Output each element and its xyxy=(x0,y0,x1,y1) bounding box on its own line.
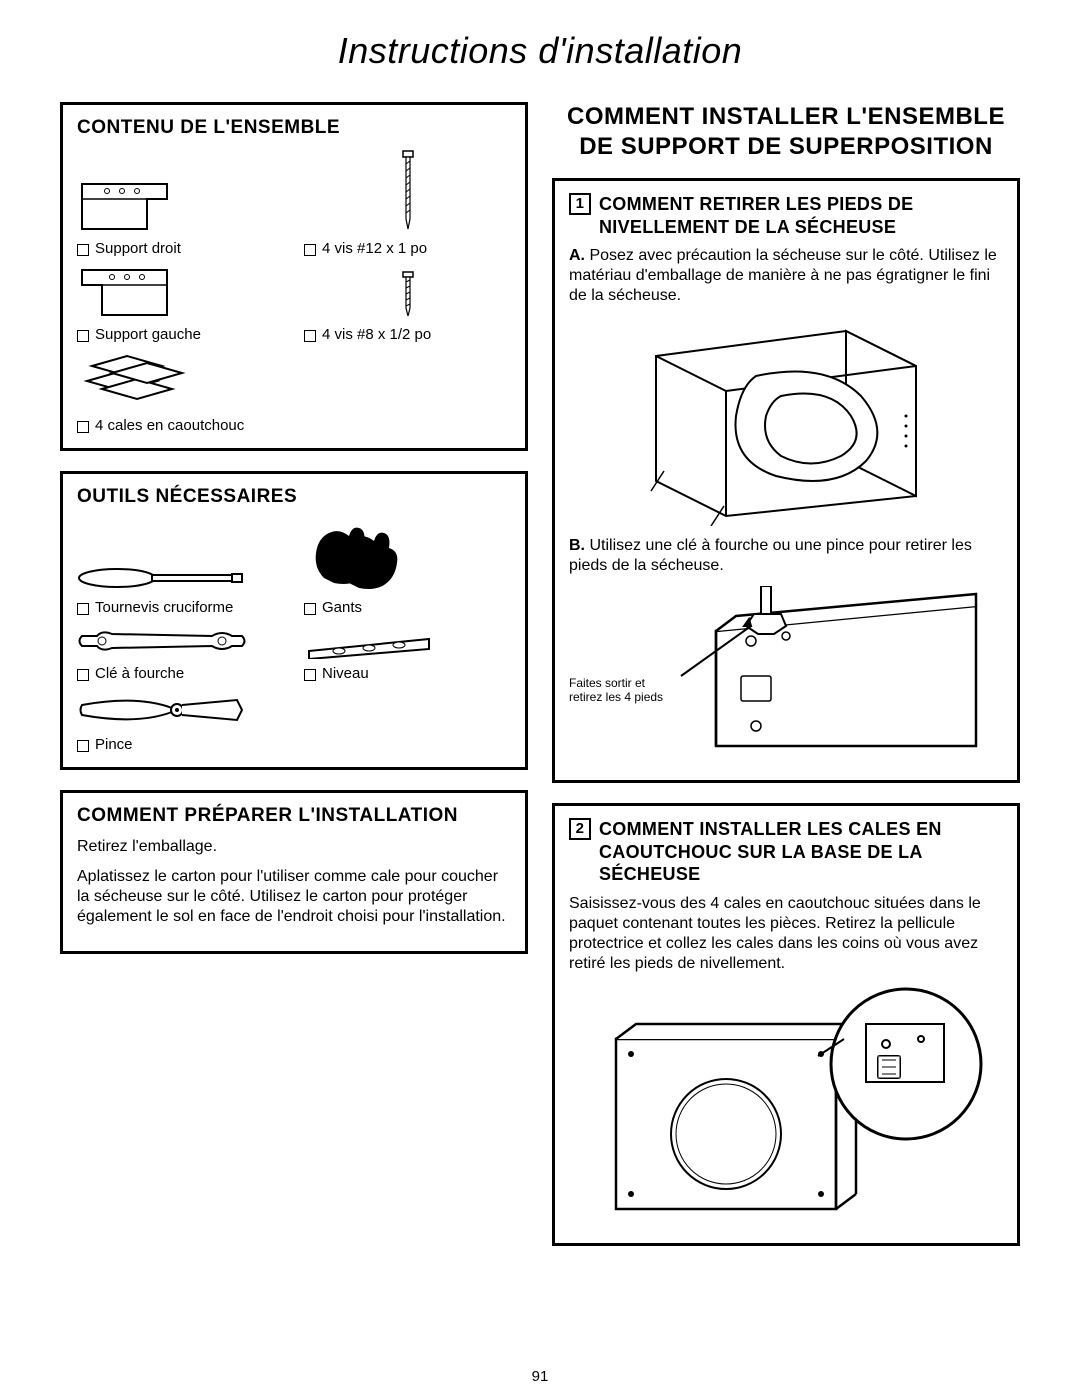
label-wrench: Clé à fourche xyxy=(95,665,184,682)
label-vis-12: 4 vis #12 x 1 po xyxy=(322,240,427,257)
install-main-heading: COMMENT INSTALLER L'ENSEMBLE DE SUPPORT … xyxy=(552,102,1020,162)
step1-a-label: A. xyxy=(569,247,585,264)
wrench-icon xyxy=(77,624,247,659)
label-support-droit: Support droit xyxy=(95,240,181,257)
box-prep: COMMENT PRÉPARER L'INSTALLATION Retirez … xyxy=(60,790,528,954)
right-column: COMMENT INSTALLER L'ENSEMBLE DE SUPPORT … xyxy=(552,102,1020,1266)
screwdriver-icon xyxy=(77,563,247,593)
label-pliers: Pince xyxy=(95,736,133,753)
label-support-gauche: Support gauche xyxy=(95,326,201,343)
step2-p: Saisissez-vous des 4 cales en caoutchouc… xyxy=(569,894,1003,974)
screw-small-icon xyxy=(395,270,421,320)
install-pads-icon xyxy=(586,984,986,1219)
step2-heading: 2 COMMENT INSTALLER LES CALES EN CAOUTCH… xyxy=(569,818,1003,886)
pliers-icon xyxy=(77,690,247,730)
item-gloves: Gants xyxy=(304,518,511,616)
contents-title: CONTENU DE L'ENSEMBLE xyxy=(77,117,511,139)
step-number-1: 1 xyxy=(569,193,591,215)
two-column-layout: CONTENU DE L'ENSEMBLE Support droit xyxy=(60,102,1020,1266)
item-wrench: Clé à fourche xyxy=(77,624,284,682)
level-icon xyxy=(304,631,434,659)
label-level: Niveau xyxy=(322,665,369,682)
bracket-right-icon xyxy=(77,179,187,234)
step1-a: A. Posez avec précaution la sécheuse sur… xyxy=(569,246,1003,306)
checkbox-icon xyxy=(304,669,316,681)
box-step-1: 1 COMMENT RETIRER LES PIEDS DE NIVELLEME… xyxy=(552,178,1020,783)
item-level: Niveau xyxy=(304,631,511,682)
checkbox-icon xyxy=(304,603,316,615)
step1-title: COMMENT RETIRER LES PIEDS DE NIVELLEMENT… xyxy=(599,193,1003,238)
label-vis-8: 4 vis #8 x 1/2 po xyxy=(322,326,431,343)
box-contents: CONTENU DE L'ENSEMBLE Support droit xyxy=(60,102,528,451)
checkbox-icon xyxy=(77,603,89,615)
step1-b: B. Utilisez une clé à fourche ou une pin… xyxy=(569,536,1003,576)
label-screwdriver: Tournevis cruciforme xyxy=(95,599,233,616)
checkbox-icon xyxy=(77,244,89,256)
left-column: CONTENU DE L'ENSEMBLE Support droit xyxy=(60,102,528,1266)
item-screwdriver: Tournevis cruciforme xyxy=(77,563,284,616)
label-cales: 4 cales en caoutchouc xyxy=(95,417,244,434)
item-support-gauche: Support gauche xyxy=(77,265,284,343)
page-title: Instructions d'installation xyxy=(60,30,1020,72)
step2-title: COMMENT INSTALLER LES CALES EN CAOUTCHOU… xyxy=(599,818,1003,886)
prep-p1: Retirez l'emballage. xyxy=(77,837,511,857)
checkbox-icon xyxy=(77,669,89,681)
checkbox-icon xyxy=(77,421,89,433)
dryer-on-side-icon xyxy=(616,316,956,526)
step1-heading: 1 COMMENT RETIRER LES PIEDS DE NIVELLEME… xyxy=(569,193,1003,238)
screw-large-icon xyxy=(393,149,423,234)
checkbox-icon xyxy=(77,330,89,342)
label-gloves: Gants xyxy=(322,599,362,616)
bracket-left-icon xyxy=(77,265,187,320)
rubber-pads-icon xyxy=(77,351,187,411)
step1-b-text: Utilisez une clé à fourche ou une pince … xyxy=(569,537,972,574)
checkbox-icon xyxy=(77,740,89,752)
step1-a-text: Posez avec précaution la sécheuse sur le… xyxy=(569,247,997,304)
prep-title: COMMENT PRÉPARER L'INSTALLATION xyxy=(77,805,511,827)
item-vis-12: 4 vis #12 x 1 po xyxy=(304,149,511,257)
box-step-2: 2 COMMENT INSTALLER LES CALES EN CAOUTCH… xyxy=(552,803,1020,1246)
gloves-icon xyxy=(304,518,404,593)
item-pliers: Pince xyxy=(77,690,284,753)
prep-p2: Aplatissez le carton pour l'utiliser com… xyxy=(77,867,511,927)
item-support-droit: Support droit xyxy=(77,179,284,257)
step1-callout: Faites sortir et retirez les 4 pieds xyxy=(569,676,679,705)
checkbox-icon xyxy=(304,330,316,342)
tools-title: OUTILS NÉCESSAIRES xyxy=(77,486,511,508)
box-tools: OUTILS NÉCESSAIRES Tournevis cruciforme xyxy=(60,471,528,770)
remove-feet-icon xyxy=(586,586,986,756)
page-number: 91 xyxy=(0,1368,1080,1385)
step1-b-label: B. xyxy=(569,537,585,554)
item-cales: 4 cales en caoutchouc xyxy=(77,351,284,434)
checkbox-icon xyxy=(304,244,316,256)
step-number-2: 2 xyxy=(569,818,591,840)
item-vis-8: 4 vis #8 x 1/2 po xyxy=(304,270,511,343)
